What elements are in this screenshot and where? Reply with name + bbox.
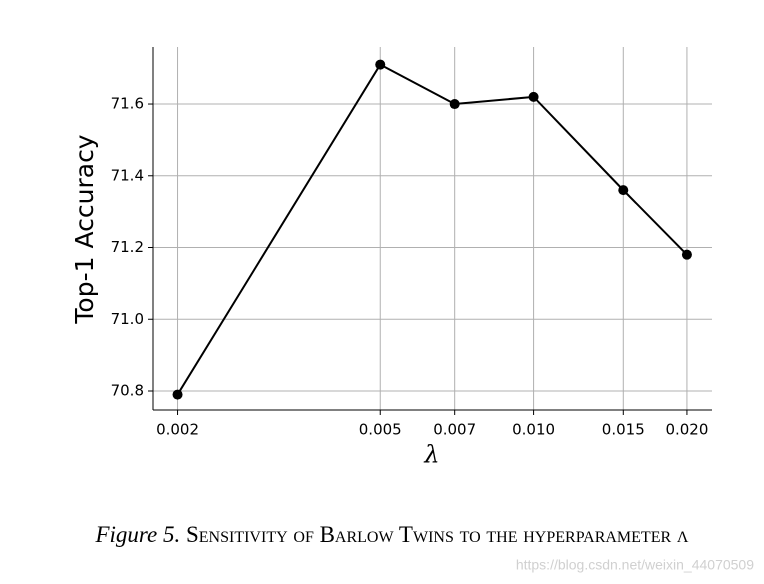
watermark: https://blog.csdn.net/weixin_44070509 xyxy=(516,557,754,573)
marker xyxy=(528,91,539,102)
marker xyxy=(681,249,692,260)
x-tick-label: 0.015 xyxy=(602,421,645,439)
x-tick-label: 0.002 xyxy=(156,421,199,439)
x-axis-label: λ xyxy=(423,441,439,469)
x-tick-label: 0.005 xyxy=(359,421,402,439)
marker xyxy=(449,99,460,110)
y-tick-label: 71.0 xyxy=(111,310,144,328)
x-tick-label: 0.010 xyxy=(512,421,555,439)
x-tick-label: 0.007 xyxy=(433,421,476,439)
marker xyxy=(375,59,386,70)
x-tick-label: 0.020 xyxy=(665,421,708,439)
y-tick-label: 71.2 xyxy=(111,238,144,256)
caption: Figure 5. Sensitivity of Barlow Twins to… xyxy=(94,522,688,547)
y-tick-label: 70.8 xyxy=(111,381,144,399)
marker xyxy=(618,185,629,196)
caption-text: Sensitivity of Barlow Twins to the hyper… xyxy=(186,522,689,547)
caption-label: Figure 5. xyxy=(94,522,180,547)
y-axis-label: Top-1 Accuracy xyxy=(70,134,99,324)
y-tick-label: 71.4 xyxy=(111,166,144,184)
marker xyxy=(172,389,183,400)
line xyxy=(176,63,688,396)
y-tick-label: 71.6 xyxy=(111,95,144,113)
